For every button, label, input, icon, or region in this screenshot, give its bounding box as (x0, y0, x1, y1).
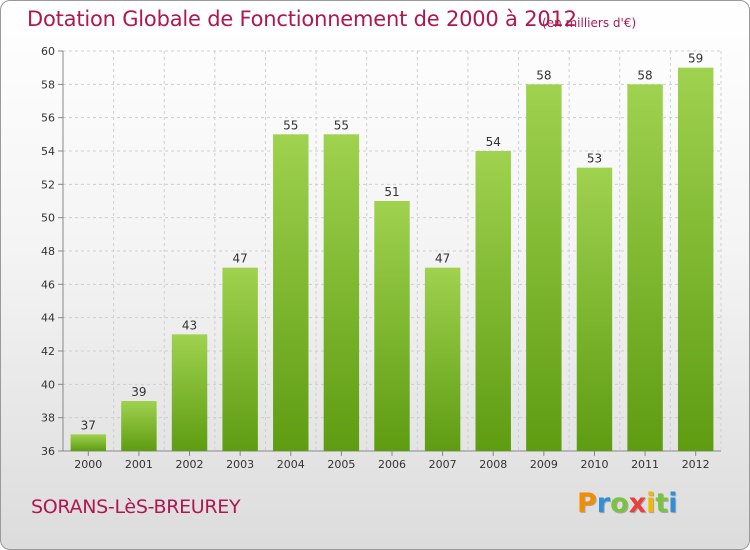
bar-value-label: 55 (334, 118, 349, 132)
x-tick-label: 2009 (530, 458, 558, 471)
bar-value-label: 59 (688, 52, 703, 66)
x-tick-label: 2000 (74, 458, 102, 471)
x-tick-label: 2006 (378, 458, 406, 471)
bar-value-label: 37 (81, 418, 96, 432)
bar (273, 134, 309, 452)
bar-value-label: 39 (131, 385, 146, 399)
y-tick-label: 58 (41, 78, 55, 91)
y-tick-label: 36 (41, 445, 55, 458)
logo-letter: x (628, 488, 647, 519)
y-tick-label: 50 (41, 212, 55, 225)
bar (576, 167, 613, 451)
bar (526, 84, 562, 451)
logo-letter: i (668, 488, 678, 519)
bar-value-label: 54 (486, 135, 501, 149)
y-tick-label: 40 (41, 378, 55, 391)
bar (374, 201, 410, 451)
x-tick-label: 2005 (327, 458, 355, 471)
bars (70, 67, 714, 452)
proxiti-logo[interactable]: Proxiti (577, 488, 678, 519)
bar (171, 334, 208, 451)
chart-title: Dotation Globale de Fonctionnement de 20… (27, 7, 577, 31)
y-tick-label: 38 (41, 412, 55, 425)
logo-letter: i (646, 488, 656, 519)
bar (424, 267, 461, 451)
logo-letter: t (655, 488, 669, 519)
bar-value-label: 58 (536, 68, 551, 82)
x-tick-label: 2002 (176, 458, 204, 471)
x-tick-label: 2004 (277, 458, 305, 471)
logo-letter: o (610, 488, 629, 519)
chart-subtitle: (en milliers d'€) (542, 16, 637, 30)
commune-name: SORANS-LèS-BREUREY (31, 496, 241, 518)
bar-value-label: 47 (233, 252, 248, 266)
logo-letter: P (577, 488, 597, 519)
x-tick-label: 2011 (631, 458, 659, 471)
x-tick-label: 2003 (226, 458, 254, 471)
bar-value-label: 53 (587, 152, 602, 166)
x-tick-label: 2008 (479, 458, 507, 471)
bar (475, 151, 511, 451)
y-tick-label: 52 (41, 178, 55, 191)
axes: 36 38 40 42 44 46 48 50 52 54 56 58 60 2000 2001 2002 20… (41, 45, 721, 471)
y-tick-label: 46 (41, 278, 55, 291)
bar-value-label: 43 (182, 318, 197, 332)
logo-letter: r (596, 488, 611, 519)
bar (121, 401, 157, 451)
bar (677, 67, 714, 452)
x-tick-label: 2010 (580, 458, 608, 471)
bar (627, 84, 663, 451)
bar (70, 434, 107, 451)
bar-value-label: 51 (384, 185, 399, 199)
x-tick-label: 2012 (682, 458, 710, 471)
y-tick-label: 60 (41, 45, 55, 58)
bar-value-label: 47 (435, 252, 450, 266)
data-labels: 37 39 43 47 55 55 51 47 54 58 53 58 59 (81, 52, 704, 433)
bar (222, 267, 258, 451)
y-tick-label: 42 (41, 345, 55, 358)
bar-value-label: 55 (283, 118, 298, 132)
y-tick-label: 44 (41, 312, 55, 325)
y-tick-label: 48 (41, 245, 55, 258)
bar (323, 134, 360, 452)
x-tick-label: 2001 (125, 458, 153, 471)
x-tick-label: 2007 (429, 458, 457, 471)
y-tick-label: 56 (41, 112, 55, 125)
bar-value-label: 58 (637, 68, 652, 82)
y-tick-label: 54 (41, 145, 55, 158)
